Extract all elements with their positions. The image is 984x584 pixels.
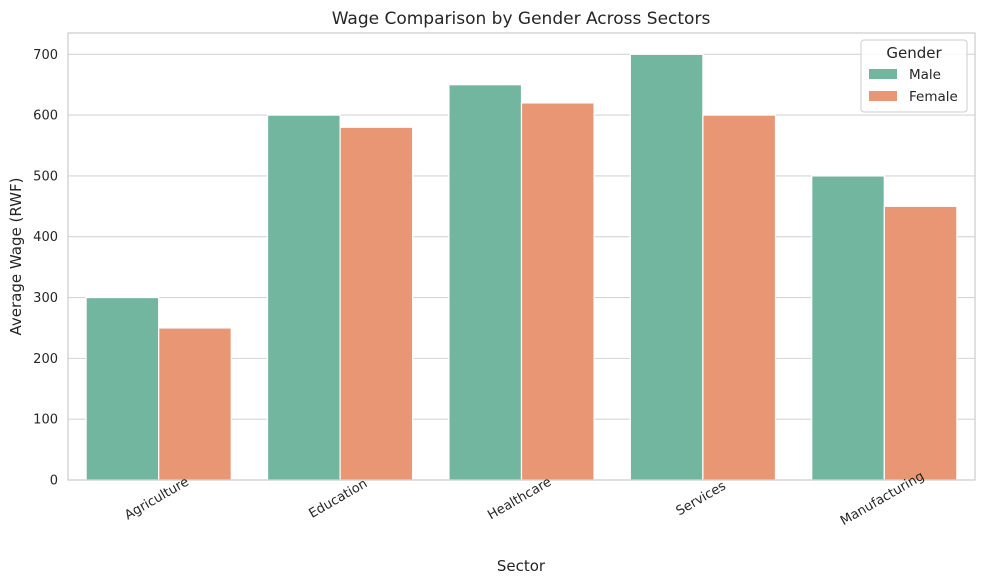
bar-male-services xyxy=(629,53,704,481)
y-tick-label: 100 xyxy=(33,413,58,428)
y-tick-label: 500 xyxy=(33,169,58,184)
bar-male-manufacturing xyxy=(811,175,885,481)
bar-female-education xyxy=(339,126,414,481)
plot-frame xyxy=(67,32,976,481)
bar-male-education xyxy=(266,114,341,481)
legend-swatch-male xyxy=(869,69,897,79)
x-tick-label: Healthcare xyxy=(485,475,554,523)
y-tick-label: 700 xyxy=(33,48,58,63)
legend-label-male: Male xyxy=(909,67,941,83)
legend-swatch-female xyxy=(869,91,897,101)
bars xyxy=(85,53,958,481)
y-axis-title: Average Wage (RWF) xyxy=(7,178,25,336)
y-tick-label: 600 xyxy=(33,109,58,124)
y-tick-label: 400 xyxy=(33,230,58,245)
legend: Gender Male Female xyxy=(860,39,968,113)
y-axis: 0 100 200 300 400 500 600 700 xyxy=(33,48,58,489)
bar-male-healthcare xyxy=(448,84,523,481)
bar-female-manufacturing xyxy=(883,205,958,481)
bar-female-agriculture xyxy=(158,327,232,481)
bar-female-services xyxy=(702,114,777,481)
y-tick-label: 0 xyxy=(50,474,58,489)
x-axis-title: Sector xyxy=(497,557,546,575)
bar-female-healthcare xyxy=(520,102,595,481)
y-tick-label: 200 xyxy=(33,352,58,367)
legend-title: Gender xyxy=(886,44,942,62)
legend-label-female: Female xyxy=(909,89,958,105)
x-tick-label: Education xyxy=(307,476,371,521)
chart-title: Wage Comparison by Gender Across Sectors xyxy=(332,9,711,29)
y-tick-label: 300 xyxy=(33,291,58,306)
x-tick-label: Agriculture xyxy=(122,475,191,524)
x-tick-label: Services xyxy=(674,479,729,520)
bar-male-agriculture xyxy=(85,296,160,481)
